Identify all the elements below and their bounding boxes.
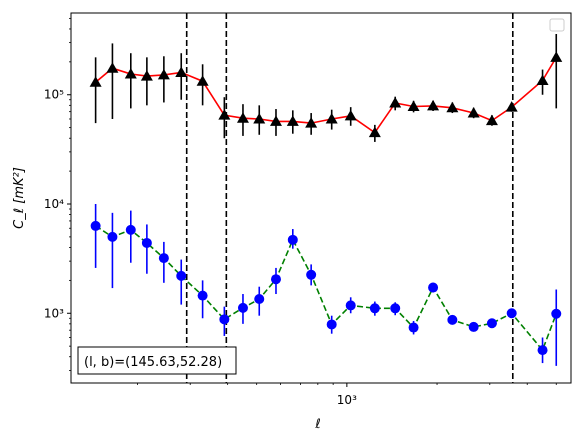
series-0-point-0	[89, 76, 102, 87]
series-0-point-21	[485, 114, 498, 126]
y-tick-label-0: 10³	[44, 306, 64, 320]
series-1-point-24	[551, 308, 562, 319]
series-1-point-6	[197, 290, 208, 301]
series-0-point-11	[286, 115, 299, 126]
series-0-point-1	[106, 62, 119, 73]
series-1-point-20	[468, 321, 479, 332]
series-0-point-13	[325, 112, 338, 124]
plot-frame	[70, 12, 572, 384]
series-0-point-2	[124, 67, 137, 79]
series-1-point-19	[447, 314, 458, 325]
y-tick-label-1: 10⁴	[44, 197, 64, 211]
series-0-point-8	[236, 112, 249, 123]
series-0-point-17	[407, 100, 420, 112]
x-axis-label: ℓ	[314, 417, 320, 432]
series-0-point-19	[446, 101, 459, 113]
series-1-point-12	[306, 269, 317, 280]
series-1-point-8	[237, 302, 248, 313]
series-1-point-10	[270, 274, 281, 285]
series-0-point-12	[305, 117, 318, 128]
series-0-point-15	[368, 126, 381, 138]
series-0-point-18	[427, 99, 440, 111]
series-0-point-4	[157, 68, 170, 80]
series-1-point-3	[141, 237, 152, 248]
annotation-text: (l, b)=(145.63,52.28)	[84, 355, 222, 370]
annotation-box: (l, b)=(145.63,52.28)	[77, 346, 237, 375]
series-0-point-24	[550, 51, 563, 62]
plot-background	[71, 13, 571, 383]
series-1-point-11	[287, 234, 298, 245]
series-0-point-7	[218, 109, 231, 120]
series-0-point-9	[253, 112, 266, 124]
legend-box	[549, 18, 565, 32]
series-1-point-4	[158, 253, 169, 264]
series-1-point-2	[125, 224, 136, 235]
series-0-point-10	[269, 115, 282, 126]
series-0-point-14	[344, 109, 357, 121]
series-1-point-15	[369, 303, 380, 314]
data-markers	[89, 51, 563, 356]
series-0-point-22	[505, 101, 518, 112]
series-0-point-5	[175, 66, 188, 77]
y-tick-label-2: 10⁵	[44, 88, 64, 102]
x-tick-label-0: 10³	[337, 393, 357, 407]
series-0-point-16	[389, 97, 402, 108]
series-1-point-23	[537, 345, 548, 356]
series-1-point-22	[506, 308, 517, 319]
series-1-point-14	[345, 300, 356, 311]
series-0-point-20	[467, 107, 480, 118]
series-1-point-5	[176, 270, 187, 281]
series-1-point-13	[326, 319, 337, 330]
series-0-point-3	[140, 70, 153, 81]
series-0-point-23	[536, 74, 549, 86]
axis-ticks: 10³ 10⁴ 10⁵ 10³	[44, 17, 557, 407]
series-1-point-9	[254, 294, 265, 305]
series-1-point-17	[408, 322, 419, 333]
series-1-point-18	[428, 282, 439, 293]
series-1-point-7	[219, 314, 230, 325]
series-1-point-1	[107, 231, 118, 242]
y-axis-label: C_ℓ [mK²]	[12, 167, 27, 229]
series-1-point-16	[390, 303, 401, 314]
series-0-point-6	[196, 75, 209, 86]
series-1-point-0	[90, 220, 101, 231]
series-1-point-21	[486, 318, 497, 329]
